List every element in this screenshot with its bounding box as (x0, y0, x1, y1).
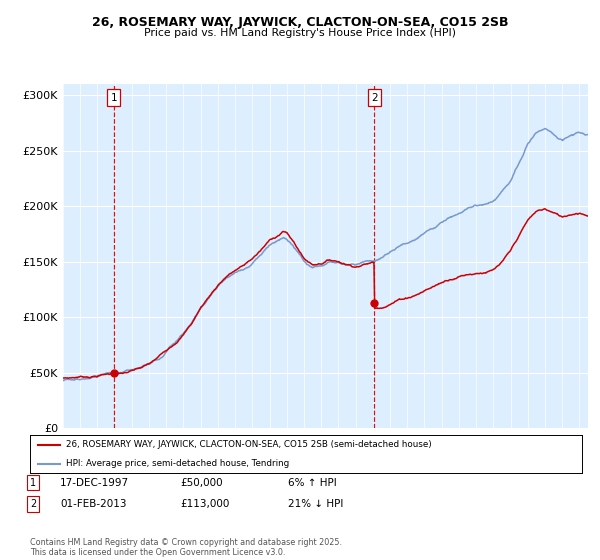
Text: 2: 2 (371, 92, 377, 102)
Text: 1: 1 (30, 478, 36, 488)
Text: HPI: Average price, semi-detached house, Tendring: HPI: Average price, semi-detached house,… (66, 459, 289, 468)
Text: 21% ↓ HPI: 21% ↓ HPI (288, 499, 343, 509)
Text: 01-FEB-2013: 01-FEB-2013 (60, 499, 127, 509)
Text: Price paid vs. HM Land Registry's House Price Index (HPI): Price paid vs. HM Land Registry's House … (144, 28, 456, 38)
Text: £113,000: £113,000 (180, 499, 229, 509)
Text: 2: 2 (30, 499, 36, 509)
Text: 26, ROSEMARY WAY, JAYWICK, CLACTON-ON-SEA, CO15 2SB (semi-detached house): 26, ROSEMARY WAY, JAYWICK, CLACTON-ON-SE… (66, 440, 431, 449)
Text: 6% ↑ HPI: 6% ↑ HPI (288, 478, 337, 488)
Text: 1: 1 (110, 92, 117, 102)
Text: 26, ROSEMARY WAY, JAYWICK, CLACTON-ON-SEA, CO15 2SB: 26, ROSEMARY WAY, JAYWICK, CLACTON-ON-SE… (92, 16, 508, 29)
Text: £50,000: £50,000 (180, 478, 223, 488)
Text: 17-DEC-1997: 17-DEC-1997 (60, 478, 129, 488)
Text: Contains HM Land Registry data © Crown copyright and database right 2025.
This d: Contains HM Land Registry data © Crown c… (30, 538, 342, 557)
